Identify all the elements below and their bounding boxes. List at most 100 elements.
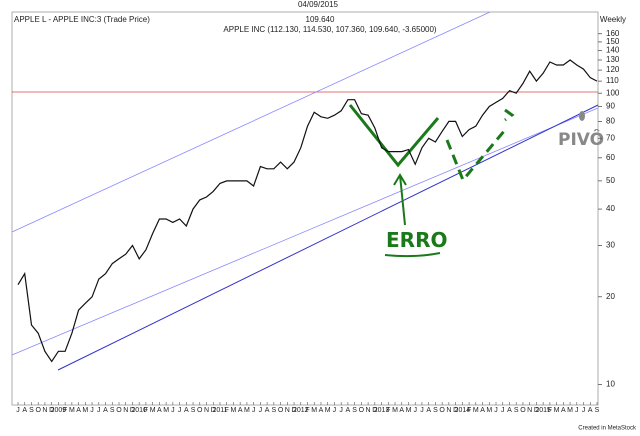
x-tick-label: A [480,407,485,414]
x-tick-label: M [325,407,331,414]
x-tick-label: F [225,407,229,414]
x-tick-label: N [366,407,371,414]
x-tick-label: J [252,407,256,414]
x-tick-label: A [22,407,27,414]
x-tick-label: 2009 [51,407,67,414]
y-tick-label: 70 [606,133,615,142]
x-tick-label: 2014 [455,407,471,414]
arrow [393,173,407,226]
x-tick-label: N [285,407,290,414]
annotation-pivo: PIVÔ [558,128,604,150]
y-tick-label: 150 [606,37,620,46]
x-tick-label: A [184,407,189,414]
plot-frame [11,11,599,406]
x-tick-label: M [82,407,88,414]
x-tick-label: O [520,407,526,414]
x-tick-label: S [433,407,438,414]
x-tick-label: A [103,407,108,414]
x-tick-label: D [211,407,216,414]
x-tick-label: S [191,407,196,414]
x-tick-label: J [178,407,182,414]
x-tick-label: S [272,407,277,414]
x-tick-label: A [157,407,162,414]
y-tick-label: 50 [606,176,615,185]
x-tick-label: N [42,407,47,414]
x-tick-label: A [399,407,404,414]
x-tick-label: M [567,407,573,414]
y-tick-label: 10 [606,380,615,389]
x-tick-label: M [554,407,560,414]
y-tick-label: 40 [606,204,615,213]
x-tick-label: N [446,407,451,414]
y-tick-label: 140 [606,46,620,55]
x-tick-label: J [16,407,20,414]
x-tick-label: 2015 [535,407,551,414]
x-tick-label: J [413,407,417,414]
x-tick-label: S [595,407,600,414]
pivot-dot [579,111,585,121]
y-tick-label: 130 [606,55,620,64]
x-tick-label: 2010 [131,407,147,414]
x-tick-label: S [352,407,357,414]
y-tick-label: 30 [606,241,615,250]
y-tick-label: 160 [606,29,620,38]
x-tick-label: A [588,407,593,414]
x-tick-label: S [110,407,115,414]
x-tick-label: J [171,407,175,414]
x-tick-label: D [534,407,539,414]
x-tick-label: M [406,407,412,414]
x-tick-label: F [305,407,309,414]
x-tick-label: N [204,407,209,414]
price-line [17,59,598,363]
x-tick-label: A [346,407,351,414]
y-tick-label: 90 [606,102,615,111]
x-tick-label: A [319,407,324,414]
x-tick-label: A [238,407,243,414]
x-tick-label: N [123,407,128,414]
x-tick-label: M [311,407,317,414]
y-tick-label: 120 [606,65,620,74]
chart-title: APPLE L - APPLE INC:3 (Trade Price) [14,15,150,24]
date: 04/09/2015 [298,0,339,9]
x-tick-label: J [501,407,505,414]
x-tick-label: M [244,407,250,414]
x-tick-label: J [575,407,579,414]
subtitle: APPLE INC (112.130, 114.530, 107.360, 10… [223,25,437,34]
x-tick-label: O [359,407,365,414]
x-tick-label: J [259,407,263,414]
x-tick-label: O [439,407,445,414]
x-tick-label: A [561,407,566,414]
x-tick-label: S [514,407,519,414]
x-tick-label: O [278,407,284,414]
x-tick-label: F [63,407,67,414]
dashed-v [445,108,515,183]
periodicity: Weekly [600,15,626,24]
support-line [57,104,599,371]
x-tick-label: J [333,407,337,414]
channel-top [11,11,491,233]
y-tick-label: 60 [606,153,615,162]
x-tick-label: F [386,407,390,414]
x-tick-label: A [76,407,81,414]
x-tick-label: 2013 [374,407,390,414]
x-tick-label: J [339,407,343,414]
x-tick-label: A [426,407,431,414]
x-tick-label: M [392,407,398,414]
x-tick-label: A [265,407,270,414]
x-tick-label: D [130,407,135,414]
y-tick-label: 20 [606,292,615,301]
x-tick-label: D [292,407,297,414]
y-tick-label: 80 [606,117,615,126]
x-tick-label: O [116,407,122,414]
x-tick-label: M [486,407,492,414]
x-tick-label: M [163,407,169,414]
y-tick-label: 100 [606,88,620,97]
annotation-erro: ERRO [386,228,447,252]
x-tick-label: 2011 [212,407,227,414]
v-mark [348,104,440,168]
channel-mid [11,107,599,356]
x-tick-label: M [150,407,156,414]
x-tick-label: M [231,407,237,414]
x-tick-label: O [35,407,41,414]
